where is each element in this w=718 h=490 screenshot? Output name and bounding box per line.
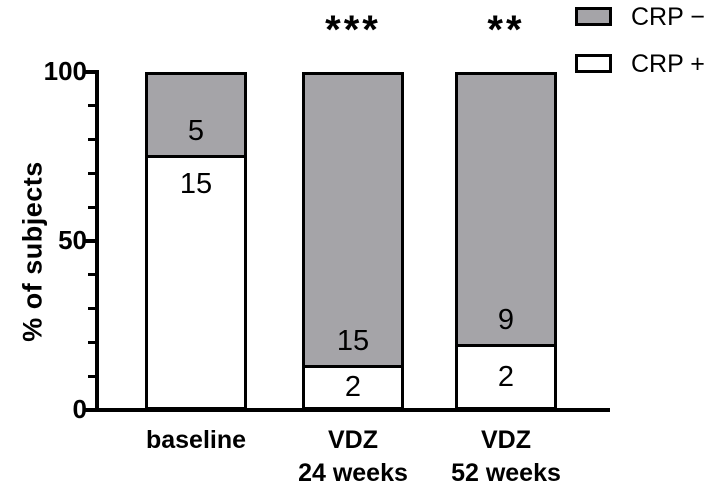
bar-segment-crp-minus: 15: [305, 75, 401, 368]
significance-marker: **: [487, 8, 525, 52]
bar-1: 5 15: [145, 72, 247, 410]
y-minor-tick: [88, 307, 95, 311]
y-tick-label: 0: [72, 394, 87, 424]
bar-value-crp-plus: 2: [344, 371, 362, 403]
y-minor-tick: [88, 104, 95, 108]
bar-segment-crp-minus: 5: [148, 75, 244, 158]
y-major-tick: [83, 70, 95, 74]
y-minor-tick: [88, 205, 95, 209]
y-tick-label: 50: [58, 225, 87, 255]
bar-segment-crp-minus: 9: [458, 75, 554, 347]
bar-value-crp-minus: 5: [187, 115, 205, 147]
legend-label-crp-minus: CRP −: [631, 3, 705, 31]
y-major-tick: [83, 408, 95, 412]
y-minor-tick: [88, 273, 95, 277]
y-minor-tick: [88, 340, 95, 344]
bar-value-crp-minus: 15: [336, 325, 370, 357]
significance-marker: ***: [325, 8, 381, 52]
legend-label-crp-plus: CRP +: [631, 50, 705, 78]
y-tick-label: 100: [43, 56, 87, 86]
category-label: VDZ 52 weeks: [451, 426, 561, 487]
bar-value-crp-minus: 9: [497, 304, 515, 336]
bar-value-crp-plus: 15: [179, 168, 213, 200]
bar-value-crp-plus: 2: [497, 360, 515, 393]
y-major-tick: [83, 239, 95, 243]
category-label: baseline: [145, 426, 247, 454]
bar-segment-crp-plus: 2: [305, 368, 401, 407]
category-label: VDZ 24 weeks: [298, 426, 408, 487]
bar-2: 15 2: [302, 72, 404, 410]
x-axis-line: [95, 408, 610, 412]
legend-swatch-crp-plus: [575, 54, 612, 73]
bar-segment-crp-plus: 15: [148, 158, 244, 407]
y-axis-line: [95, 70, 99, 412]
bar-segment-crp-plus: 2: [458, 347, 554, 407]
legend-swatch-crp-minus: [575, 7, 612, 26]
y-minor-tick: [88, 374, 95, 378]
y-minor-tick: [88, 171, 95, 175]
y-minor-tick: [88, 138, 95, 142]
